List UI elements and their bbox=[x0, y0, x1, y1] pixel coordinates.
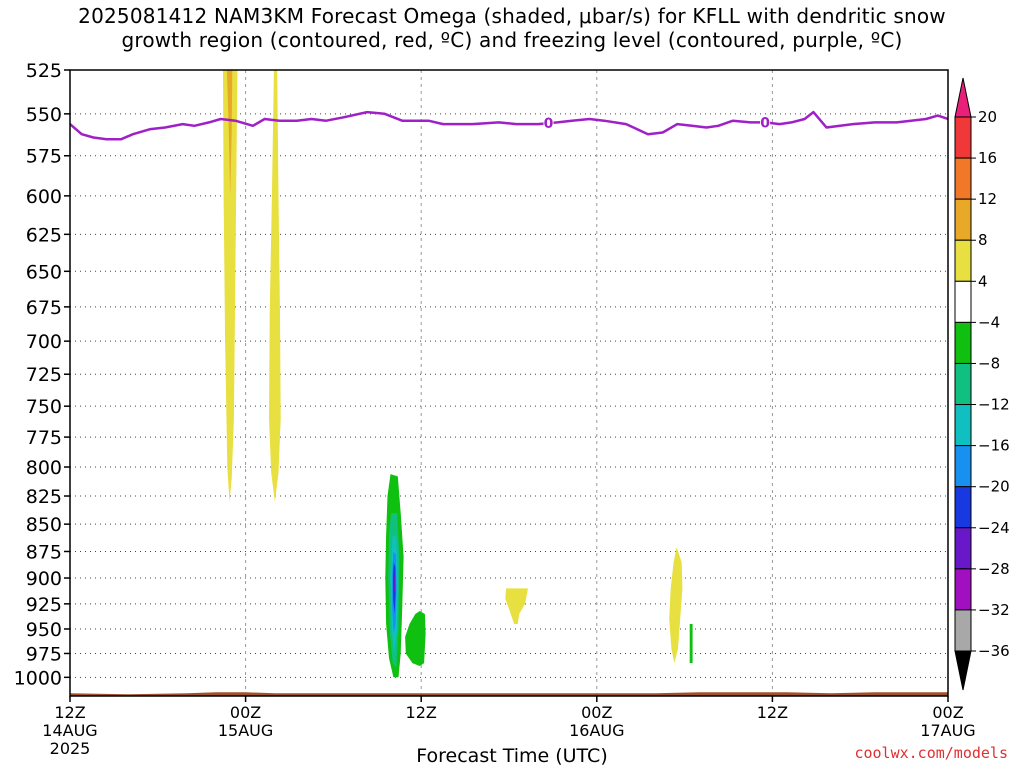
y-tick-label-775: 775 bbox=[26, 427, 62, 449]
x-tick-date-36: 16AUG bbox=[569, 721, 624, 740]
colorbar-top-triangle bbox=[954, 77, 972, 118]
colorbar-label-3: 8 bbox=[978, 231, 988, 249]
y-tick-label-700: 700 bbox=[26, 331, 62, 353]
axes: 525 550 575 600 625 650 675 700 725 750 775 800 825 8… bbox=[14, 60, 976, 758]
colorbar-bin-10 bbox=[954, 527, 972, 570]
colorbar-bin-3 bbox=[954, 239, 972, 282]
x-tick-year-0: 2025 bbox=[50, 739, 91, 758]
colorbar-label-6: −8 bbox=[978, 354, 1000, 372]
colorbar: 20 16 12 8 4 −4 −8 −12 −16 −20 −24 −28 −32 −36 bbox=[954, 77, 1010, 691]
freezing-level-label-bg-0 bbox=[543, 116, 554, 131]
colorbar-label-5: −4 bbox=[978, 313, 1000, 331]
colorbar-label-2: 12 bbox=[978, 190, 997, 208]
y-tick-label-725: 725 bbox=[26, 364, 62, 386]
credit-text: coolwx.com/models bbox=[854, 744, 1008, 762]
y-tick-label-825: 825 bbox=[26, 486, 62, 508]
y-tick-label-975: 975 bbox=[26, 643, 62, 665]
colorbar-bin-4 bbox=[954, 280, 972, 323]
colorbar-bin-11 bbox=[954, 568, 972, 611]
y-tick-label-800: 800 bbox=[26, 457, 62, 479]
colorbar-label-13: −36 bbox=[978, 642, 1010, 660]
plot-frame bbox=[69, 69, 949, 697]
y-tick-label-675: 675 bbox=[26, 297, 62, 319]
colorbar-label-12: −32 bbox=[978, 601, 1010, 619]
omega-region-10 bbox=[505, 588, 528, 624]
y-tick-label-850: 850 bbox=[26, 514, 62, 536]
colorbar-bin-8 bbox=[954, 445, 972, 488]
chart-title-line-2: growth region (contoured, red, ºC) and f… bbox=[121, 28, 903, 52]
colorbar-bin-1 bbox=[954, 157, 972, 200]
omega-region-8 bbox=[393, 572, 395, 594]
y-tick-label-650: 650 bbox=[26, 261, 62, 283]
x-tick-date-0: 14AUG bbox=[42, 721, 97, 740]
colorbar-bin-7 bbox=[954, 404, 972, 447]
y-tick-label-600: 600 bbox=[26, 186, 62, 208]
x-tick-date-60: 17AUG bbox=[920, 721, 975, 740]
x-tick-label-0: 12Z bbox=[54, 703, 85, 722]
colorbar-bin-5 bbox=[954, 321, 972, 364]
y-tick-label-575: 575 bbox=[26, 146, 62, 168]
chart-title: 2025081412 NAM3KM Forecast Omega (shaded… bbox=[0, 4, 1024, 52]
x-tick-date-12: 15AUG bbox=[218, 721, 273, 740]
omega-region-2 bbox=[269, 70, 281, 502]
x-tick-label-12: 00Z bbox=[230, 703, 261, 722]
omega-region-11 bbox=[669, 547, 683, 664]
y-tick-label-1000: 1000 bbox=[14, 667, 62, 689]
y-tick-label-950: 950 bbox=[26, 619, 62, 641]
colorbar-bin-12 bbox=[954, 609, 972, 652]
colorbar-label-10: −24 bbox=[978, 519, 1010, 537]
colorbar-label-11: −28 bbox=[978, 560, 1010, 578]
colorbar-label-8: −16 bbox=[978, 437, 1010, 455]
colorbar-bin-2 bbox=[954, 198, 972, 241]
y-tick-label-875: 875 bbox=[26, 541, 62, 563]
colorbar-label-0: 20 bbox=[978, 108, 997, 126]
y-tick-label-550: 550 bbox=[26, 104, 62, 126]
y-tick-label-625: 625 bbox=[26, 224, 62, 246]
y-tick-label-750: 750 bbox=[26, 396, 62, 418]
x-tick-label-48: 12Z bbox=[757, 703, 788, 722]
colorbar-label-1: 16 bbox=[978, 149, 997, 167]
colorbar-bin-6 bbox=[954, 362, 972, 406]
y-tick-label-525: 525 bbox=[26, 60, 62, 82]
colorbar-label-4: 4 bbox=[978, 272, 988, 290]
omega-region-9 bbox=[405, 611, 426, 666]
chart-title-line-1: 2025081412 NAM3KM Forecast Omega (shaded… bbox=[78, 4, 946, 28]
colorbar-label-9: −20 bbox=[978, 478, 1010, 496]
x-tick-label-24: 12Z bbox=[406, 703, 437, 722]
omega-region-0 bbox=[222, 70, 238, 502]
colorbar-label-7: −12 bbox=[978, 396, 1010, 414]
x-tick-label-60: 00Z bbox=[932, 703, 963, 722]
freezing-level-label-1: 0 bbox=[760, 115, 770, 131]
terrain-fill bbox=[70, 692, 948, 696]
x-tick-label-36: 00Z bbox=[581, 703, 612, 722]
colorbar-bottom-triangle bbox=[954, 650, 972, 691]
y-tick-label-925: 925 bbox=[26, 594, 62, 616]
omega-region-1 bbox=[226, 70, 233, 196]
colorbar-bin-0 bbox=[954, 116, 972, 159]
freezing-level-label-0: 0 bbox=[544, 116, 554, 132]
y-tick-label-900: 900 bbox=[26, 568, 62, 590]
freezing-level-label-bg-1 bbox=[760, 115, 771, 130]
omega-region-12 bbox=[689, 624, 693, 664]
x-axis-label: Forecast Time (UTC) bbox=[416, 745, 608, 767]
freezing-level-line bbox=[70, 110, 948, 141]
colorbar-bin-9 bbox=[954, 486, 972, 529]
